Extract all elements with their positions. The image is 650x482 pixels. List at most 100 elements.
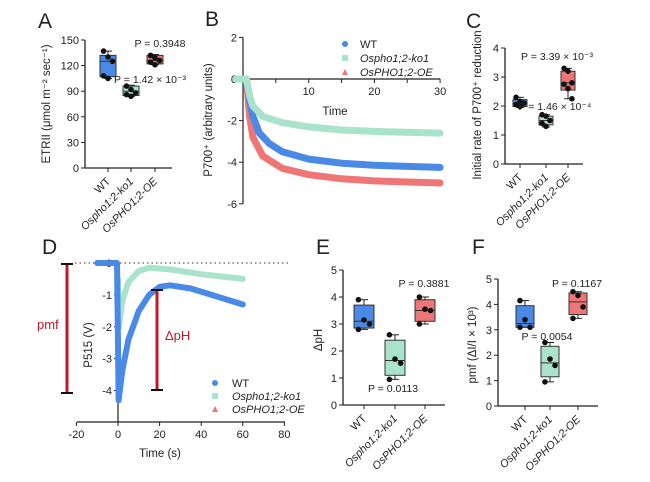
p-value-annotation: P = 0.0054: [522, 331, 573, 343]
y-tick-label: 2: [231, 32, 237, 44]
y-tick-label: -3: [102, 354, 112, 366]
y-tick-label: 60: [67, 112, 79, 124]
y-tick-label: 3: [331, 319, 337, 331]
data-point: [569, 95, 575, 102]
y-tick-label: 5: [331, 265, 337, 277]
p-value-annotation: P = 1.42 × 10⁻³: [114, 74, 186, 86]
data-point: [100, 48, 107, 54]
data-point: [152, 55, 158, 61]
panel-label-D: D: [42, 236, 57, 259]
data-point: [100, 73, 107, 79]
y-axis-label: ΔpH: [313, 329, 325, 351]
data-point: [427, 307, 434, 314]
y-tick-label: 120: [61, 61, 79, 73]
panel-label-C: C: [466, 10, 481, 33]
data-point: [416, 294, 423, 300]
data-point: [386, 376, 393, 383]
p-value-annotation: P = 1.46 × 10⁻⁴: [519, 101, 592, 113]
panel-B: 20-2-4-610 20 30TimeWTOspho1;2-ko1OsPHO1;2…: [227, 32, 446, 210]
y-tick-label: 3: [493, 72, 499, 84]
data-point: [542, 379, 548, 385]
data-point: [552, 362, 558, 369]
p-value-annotation: P = 0.1167: [552, 278, 602, 290]
legend-label: Ospho1;2-ko1: [360, 53, 429, 65]
y-tick-label: 2: [331, 346, 337, 358]
x-tick-label: WT: [510, 413, 531, 434]
y-tick-label: 1: [493, 130, 499, 142]
data-point: [366, 321, 373, 327]
legend-marker-triangle: [342, 69, 348, 75]
p-value-annotation: P = 3.39 × 10⁻³: [521, 51, 593, 63]
data-point: [156, 57, 163, 64]
data-point: [570, 288, 576, 295]
data-point: [128, 93, 134, 100]
legend-marker-circle: [212, 380, 218, 386]
data-point: [513, 94, 519, 101]
legend-label: WT: [360, 39, 377, 51]
data-point: [561, 65, 567, 72]
y-tick-label: -1: [102, 290, 112, 302]
y-tick-label: 0: [73, 163, 79, 175]
y-tick-label: 30: [67, 137, 79, 149]
panel-label-A: A: [38, 10, 52, 33]
legend-label: Ospho1;2-ko1: [232, 391, 301, 403]
panel-A: 0306090120150WTOspho1;2-ko1OsPHO1;2-OEP …: [61, 35, 187, 236]
data-point: [517, 324, 523, 331]
y-tick-label: -4: [227, 157, 237, 169]
legend-label: OsPHO1;2-OE: [232, 404, 305, 416]
data-point: [547, 356, 553, 362]
y-axis-label: Initial rate of P700⁺ reduction: [472, 30, 484, 179]
x-tick-label: 80: [278, 429, 290, 441]
data-point: [543, 113, 549, 119]
data-point: [109, 58, 116, 65]
y-tick-label: 2: [493, 101, 499, 113]
y-tick-label: 4: [493, 43, 499, 55]
legend-marker-square: [342, 55, 348, 61]
panel-label-F: F: [472, 236, 485, 259]
data-point: [561, 81, 567, 88]
data-point: [539, 120, 545, 127]
series-line-wt: [232, 75, 444, 171]
data-point: [580, 304, 586, 310]
data-point: [152, 61, 158, 68]
y-tick-label: -2: [102, 322, 112, 334]
data-point: [355, 326, 362, 333]
x-tick-label: 60: [237, 429, 249, 441]
data-point: [397, 360, 404, 366]
y-tick-label: 1: [486, 376, 492, 388]
series-line-wt: [94, 260, 246, 404]
data-point: [123, 83, 130, 89]
data-point: [565, 68, 571, 74]
data-point: [355, 296, 362, 303]
data-point: [521, 100, 527, 106]
data-point: [386, 332, 393, 338]
data-point: [128, 86, 134, 93]
y-axis-label: ETRII (μmol m⁻² sec⁻¹): [41, 44, 53, 163]
x-tick-label: 20: [368, 86, 380, 98]
data-point: [422, 306, 428, 312]
data-point: [147, 52, 154, 59]
y-axis-label: P515 (V): [83, 322, 95, 368]
data-point: [542, 339, 548, 346]
y-tick-label: -4: [102, 386, 112, 398]
x-tick-label: WT: [349, 412, 370, 433]
data-point: [575, 292, 581, 299]
data-point: [392, 356, 398, 362]
panel-label-E: E: [316, 236, 330, 259]
y-tick-label: 3: [486, 325, 492, 337]
pmf-label: pmf: [37, 317, 59, 332]
data-point: [147, 59, 154, 65]
p-value-annotation: P = 0.3948: [135, 38, 186, 50]
data-point: [522, 316, 528, 323]
x-tick-label: WT: [505, 171, 526, 192]
data-point: [569, 80, 575, 86]
data-point: [105, 75, 111, 82]
data-point: [565, 85, 571, 92]
data-point: [570, 315, 576, 322]
x-tick-label: OsPHO1;2-OE: [370, 412, 430, 472]
